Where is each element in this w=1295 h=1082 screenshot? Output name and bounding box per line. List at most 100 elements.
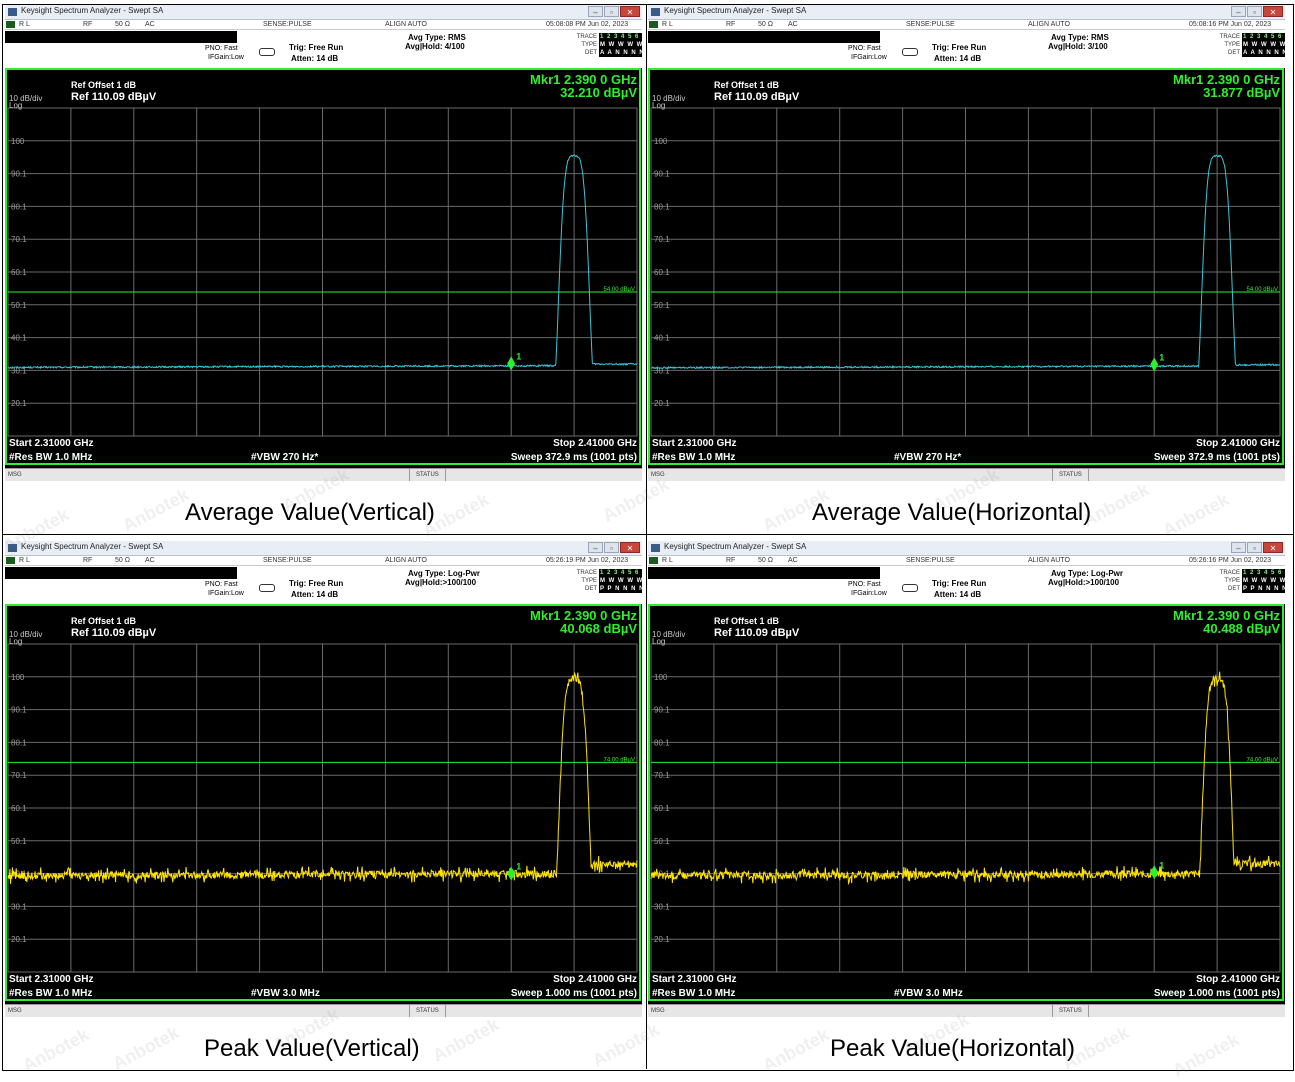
panel-caption: Peak Value(Vertical) <box>204 1035 420 1062</box>
app-icon <box>8 8 17 16</box>
trace-label: TRACE <box>576 570 597 576</box>
minimize-icon[interactable]: – <box>1231 542 1246 553</box>
y-tick-label: 20.1 <box>11 399 27 408</box>
ref-offset-label: Ref Offset 1 dB <box>714 80 780 90</box>
sweep-label: Sweep 1.000 ms (1001 pts) <box>510 988 637 999</box>
y-tick-label: 30.1 <box>11 902 27 911</box>
impedance-label: 50 Ω <box>115 557 130 564</box>
sweep-label: Sweep 372.9 ms (1001 pts) <box>510 452 637 463</box>
y-tick-label: 90.1 <box>654 170 670 179</box>
trigger-switch-icon <box>259 48 275 56</box>
restore-icon[interactable]: ▫ <box>1247 542 1262 553</box>
y-tick-label: 30.1 <box>654 902 670 911</box>
y-tick-label: 50.1 <box>11 837 27 846</box>
minimize-icon[interactable]: – <box>1231 6 1246 17</box>
stop-frequency-label: Stop 2.41000 GHz <box>553 438 637 449</box>
restore-icon[interactable]: ▫ <box>604 542 619 553</box>
y-tick-label: 100 <box>11 673 25 682</box>
close-icon[interactable]: ✕ <box>620 542 640 553</box>
det-label: DET <box>585 50 597 56</box>
trigger-switch-icon <box>902 48 918 56</box>
rl-label: R L <box>662 557 673 564</box>
close-icon[interactable]: ✕ <box>1263 542 1283 553</box>
y-tick-label: 80.1 <box>11 202 27 211</box>
window-title: Keysight Spectrum Analyzer - Swept SA <box>664 6 807 15</box>
row-divider <box>2 534 1293 535</box>
restore-icon[interactable]: ▫ <box>1247 6 1262 17</box>
spectrum-trace <box>650 671 1281 886</box>
det-values: P P N N N N <box>1242 585 1285 593</box>
det-values: P P N N N N <box>599 585 642 593</box>
y-tick-label: 90.1 <box>11 706 27 715</box>
ifgain-label: IFGain:Low <box>208 54 244 61</box>
screen-border <box>648 68 1284 465</box>
y-tick-label: 70.1 <box>654 771 670 780</box>
rl-indicator-icon <box>6 557 15 564</box>
stop-frequency-label: Stop 2.41000 GHz <box>553 974 637 985</box>
message-bar: MSG STATUS <box>5 468 642 481</box>
restore-icon[interactable]: ▫ <box>604 6 619 17</box>
status-label: STATUS <box>409 469 446 481</box>
spectrum-plot: 100 90.1 80.1 70.1 60.1 50.1 40.1 30.1 20.1 54.00… <box>648 68 1284 465</box>
status-label: STATUS <box>1052 1005 1089 1017</box>
screen-border <box>5 68 641 465</box>
trig-label: Trig: Free Run <box>289 43 344 52</box>
y-tick-label: 40.1 <box>11 334 27 343</box>
minimize-icon[interactable]: – <box>588 6 603 17</box>
pno-label: PNO: Fast <box>848 581 881 588</box>
res-bw-label: #Res BW 1.0 MHz <box>652 452 736 463</box>
trace-values: 1 2 3 4 5 6 <box>1242 33 1285 41</box>
pno-label: PNO: Fast <box>205 45 238 52</box>
rf-label: RF <box>726 557 736 564</box>
type-label: TYPE <box>1224 578 1240 584</box>
y-tick-label: 80.1 <box>654 738 670 747</box>
trace-row-det: DET A A N N N N <box>1216 49 1285 57</box>
analyzer-window: Keysight Spectrum Analyzer - Swept SA – ▫ ✕… <box>648 541 1285 1017</box>
marker-frequency-readout: Mkr1 2.390 0 GHz <box>1173 72 1280 87</box>
marker-amplitude-readout: 32.210 dBµV <box>560 85 637 100</box>
sense-label: SENSE:PULSE <box>263 21 312 28</box>
limit-line-label: 74.00 dBµV <box>604 757 635 763</box>
rl-label: R L <box>19 21 30 28</box>
marker-diamond <box>1150 357 1159 372</box>
minimize-icon[interactable]: – <box>588 542 603 553</box>
analyzer-window: Keysight Spectrum Analyzer - Swept SA – ▫ ✕… <box>5 5 642 481</box>
type-label: TYPE <box>581 578 597 584</box>
panel-caption: Average Value(Horizontal) <box>812 499 1092 526</box>
close-icon[interactable]: ✕ <box>620 6 640 17</box>
atten-label: Atten: 14 dB <box>291 54 339 63</box>
ref-offset-label: Ref Offset 1 dB <box>71 616 137 626</box>
res-bw-label: #Res BW 1.0 MHz <box>9 452 93 463</box>
trace-values: 1 2 3 4 5 6 <box>599 33 642 41</box>
marker-amplitude-readout: 40.488 dBµV <box>1203 621 1280 636</box>
type-label: TYPE <box>581 42 597 48</box>
black-info-bar <box>648 567 880 579</box>
vbw-label: #VBW 270 Hz* <box>894 452 962 463</box>
close-icon[interactable]: ✕ <box>1263 6 1283 17</box>
y-tick-label: 30.1 <box>654 366 670 375</box>
rl-indicator-icon <box>649 557 658 564</box>
window-controls: – ▫ ✕ <box>588 542 640 553</box>
align-label: ALIGN AUTO <box>385 557 427 564</box>
title-bar: Keysight Spectrum Analyzer - Swept SA – ▫ ✕ <box>5 5 642 20</box>
black-info-bar <box>648 31 880 43</box>
window-title: Keysight Spectrum Analyzer - Swept SA <box>21 542 164 551</box>
trace-row-trace: TRACE 1 2 3 4 5 6 <box>573 33 642 41</box>
log-label: Log <box>652 637 666 646</box>
marker-number: 1 <box>516 351 521 361</box>
log-label: Log <box>652 101 666 110</box>
rf-label: RF <box>83 557 93 564</box>
rl-label: R L <box>19 557 30 564</box>
sense-label: SENSE:PULSE <box>263 557 312 564</box>
y-tick-label: 50.1 <box>11 301 27 310</box>
ref-offset-label: Ref Offset 1 dB <box>714 616 780 626</box>
rf-label: RF <box>726 21 736 28</box>
y-tick-label: 100 <box>654 673 668 682</box>
datetime-label: 05:26:19 PM Jun 02, 2023 <box>546 557 629 564</box>
trace-row-trace: TRACE 1 2 3 4 5 6 <box>573 569 642 577</box>
ifgain-label: IFGain:Low <box>851 54 887 61</box>
avg-hold-label: Avg|Hold: 4/100 <box>405 42 465 51</box>
y-tick-label: 100 <box>11 137 25 146</box>
spectrum-trace <box>650 154 1281 370</box>
